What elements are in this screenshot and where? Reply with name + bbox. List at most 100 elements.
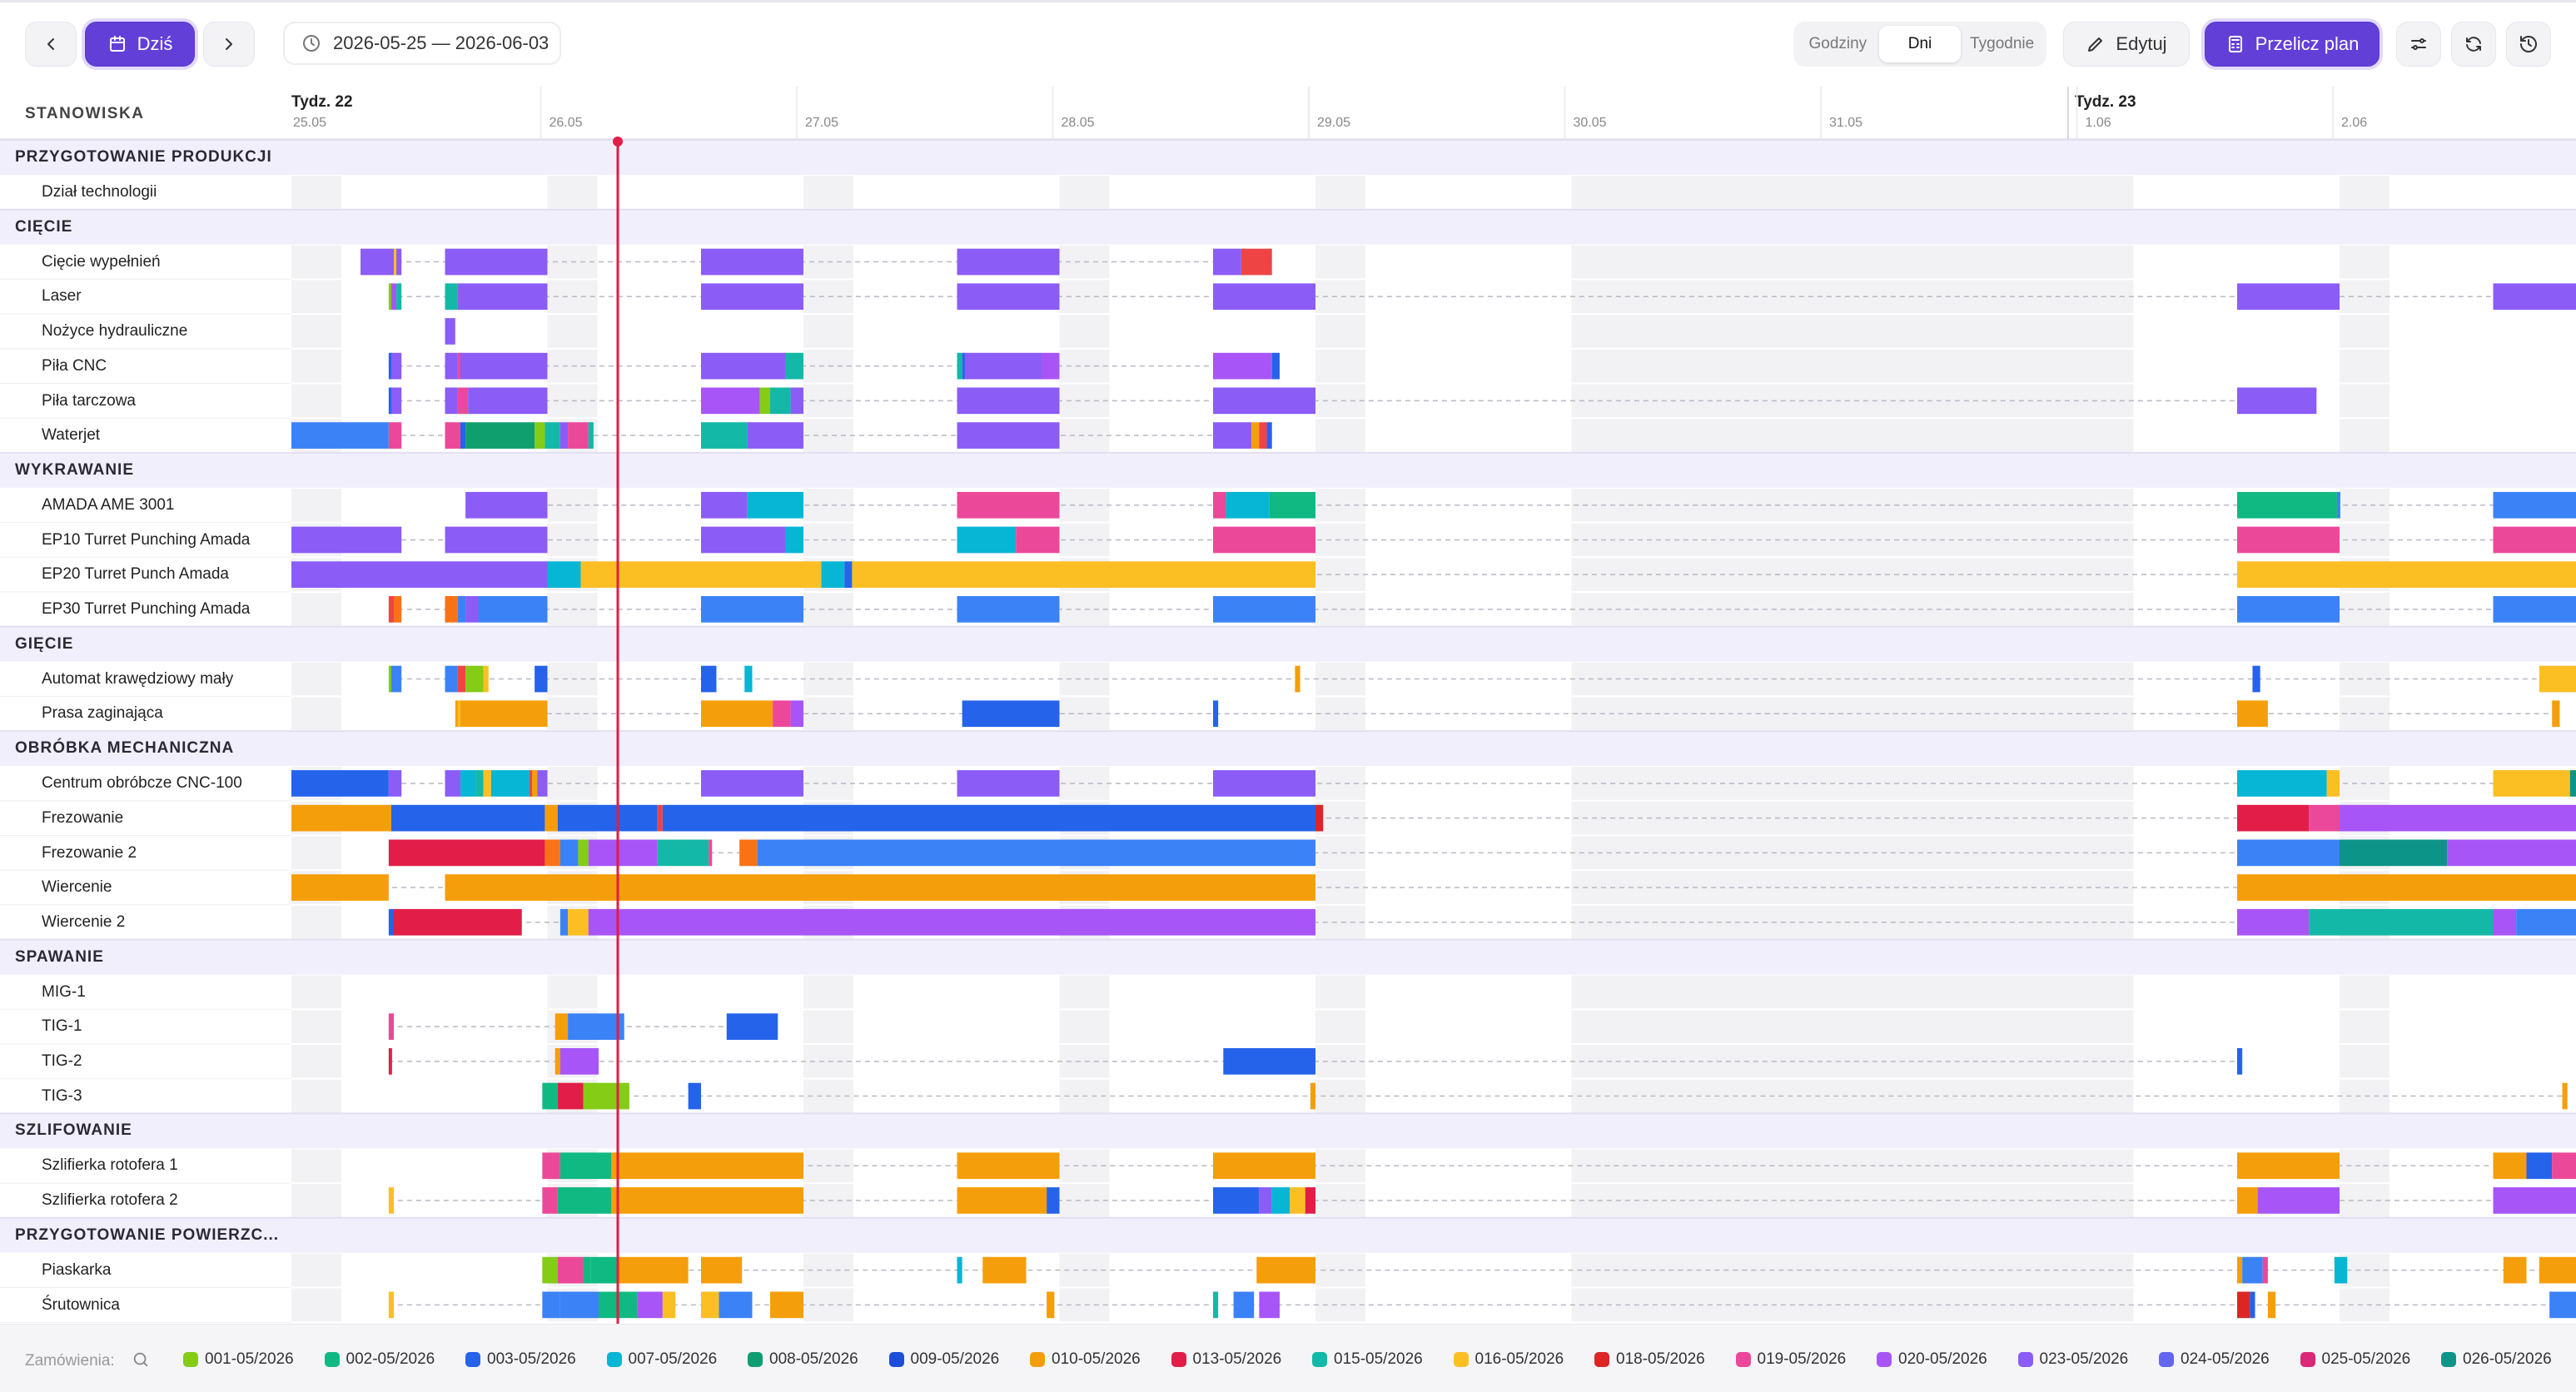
workstation-name[interactable]: Frezowanie 2 — [42, 843, 137, 862]
legend-item[interactable]: 018-05/2026 — [1594, 1350, 1705, 1369]
task-bar — [388, 1013, 394, 1040]
workstation-name[interactable]: Wiercenie — [42, 878, 112, 897]
legend-item[interactable]: 013-05/2026 — [1171, 1350, 1281, 1369]
workstation-name[interactable]: Frezowanie — [42, 808, 124, 827]
work-window — [597, 245, 803, 279]
off-shift-bg — [291, 349, 2576, 383]
workstation-name[interactable]: EP30 Turret Punching Amada — [42, 600, 251, 618]
task-bar — [688, 1082, 701, 1110]
workstation-name[interactable]: Szlifierka rotofera 2 — [42, 1191, 178, 1210]
work-window — [597, 384, 803, 418]
workstation-name[interactable]: Prasa zaginająca — [42, 704, 163, 723]
task-bar — [1305, 1187, 1315, 1214]
work-window — [597, 1045, 803, 1078]
recalculate-plan-button[interactable]: Przelicz plan — [2205, 22, 2380, 67]
legend-item[interactable]: 026-05/2026 — [2441, 1350, 2552, 1369]
work-window — [1365, 697, 1572, 731]
task-bar — [785, 526, 803, 554]
history-button[interactable] — [2506, 22, 2551, 67]
workstation-name[interactable]: EP20 Turret Punch Amada — [42, 565, 229, 584]
legend-item[interactable]: 015-05/2026 — [1312, 1350, 1423, 1369]
workstation-name[interactable]: Śrutownica — [42, 1295, 120, 1314]
legend-item[interactable]: 002-05/2026 — [324, 1350, 435, 1369]
task-bar — [957, 770, 1060, 797]
workstation-name[interactable]: Wiercenie 2 — [42, 912, 126, 931]
task-bar — [388, 422, 402, 449]
workstation-name[interactable]: AMADA AME 3001 — [42, 495, 175, 514]
task-bar — [1213, 1152, 1315, 1180]
work-window — [1365, 419, 1572, 452]
legend-item-label: 002-05/2026 — [346, 1350, 435, 1368]
task-bar — [957, 422, 1060, 449]
legend-item[interactable]: 023-05/2026 — [2017, 1350, 2128, 1369]
task-bar — [790, 387, 803, 415]
task-bar — [559, 422, 569, 449]
workstation-name[interactable]: Szlifierka rotofera 1 — [42, 1156, 178, 1175]
work-window — [597, 280, 803, 314]
work-window — [2390, 975, 2576, 1009]
workstation-name[interactable]: MIG-1 — [42, 982, 86, 1001]
refresh-button[interactable] — [2451, 22, 2496, 67]
legend-item[interactable]: 019-05/2026 — [1735, 1350, 1846, 1369]
task-bar — [390, 665, 402, 693]
workstation-name[interactable]: Piła CNC — [42, 356, 107, 375]
edit-button[interactable]: Edytuj — [2063, 22, 2190, 67]
workstation-name[interactable]: TIG-3 — [42, 1086, 82, 1105]
workstation-name[interactable]: EP10 Turret Punching Amada — [42, 530, 251, 549]
section-label: PRZYGOTOWANIE POWIERZC... — [15, 1225, 280, 1244]
legend-item[interactable]: 025-05/2026 — [2300, 1350, 2410, 1369]
workstation-name[interactable]: Cięcie wypełnień — [42, 252, 161, 271]
workstation-name[interactable]: Automat krawędziowy mały — [42, 669, 234, 688]
workstation-name[interactable]: TIG-2 — [42, 1052, 82, 1070]
work-window — [2390, 1184, 2576, 1217]
task-bar — [2340, 839, 2448, 867]
today-button[interactable]: Dziś — [85, 22, 195, 67]
work-window — [1109, 593, 1315, 626]
task-bar — [1213, 387, 1315, 415]
task-bar — [2237, 770, 2327, 797]
workstation-name[interactable]: TIG-1 — [42, 1017, 82, 1036]
view-hours[interactable]: Godziny — [1808, 35, 1867, 52]
search-icon[interactable] — [132, 1350, 150, 1369]
workstation-name[interactable]: Waterjet — [42, 426, 101, 445]
task-bar — [445, 665, 458, 693]
legend-item[interactable]: 003-05/2026 — [465, 1350, 576, 1369]
legend-item[interactable]: 009-05/2026 — [888, 1350, 999, 1369]
work-window — [341, 349, 548, 383]
work-window — [1109, 801, 1315, 835]
legend-item[interactable]: 020-05/2026 — [1877, 1350, 1987, 1369]
legend-item[interactable]: 001-05/2026 — [183, 1350, 294, 1369]
legend-item[interactable]: 008-05/2026 — [748, 1350, 858, 1369]
filter-settings-button[interactable] — [2396, 22, 2441, 67]
task-bar — [2237, 283, 2340, 311]
task-bar — [2237, 839, 2340, 867]
task-bar — [388, 665, 392, 693]
work-window — [341, 1184, 548, 1217]
legend-item[interactable]: 024-05/2026 — [2159, 1350, 2270, 1369]
workstation-name[interactable]: Centrum obróbcze CNC-100 — [42, 774, 242, 793]
workstation-name[interactable]: Dział technologii — [42, 183, 157, 201]
section-band — [0, 731, 2576, 767]
legend-item[interactable]: 010-05/2026 — [1030, 1350, 1141, 1369]
work-window — [341, 905, 548, 939]
task-bar — [1213, 770, 1315, 797]
view-weeks[interactable]: Tygodnie — [1970, 35, 2035, 52]
view-days[interactable]: Dni — [1878, 26, 1962, 62]
legend-item[interactable]: 016-05/2026 — [1453, 1350, 1564, 1369]
legend-item[interactable]: 007-05/2026 — [606, 1350, 717, 1369]
task-bar — [2336, 491, 2340, 519]
task-bar — [1213, 1291, 1219, 1319]
task-bar — [2237, 596, 2340, 623]
workstation-name[interactable]: Laser — [42, 287, 82, 306]
task-bar — [559, 839, 579, 867]
workstation-name[interactable]: Piaskarka — [42, 1260, 112, 1279]
prev-period-button[interactable] — [25, 22, 77, 67]
task-bar — [957, 491, 1060, 519]
work-window — [597, 975, 803, 1009]
workstation-name[interactable]: Nożyce hydrauliczne — [42, 322, 188, 341]
work-window — [853, 1288, 1060, 1322]
next-period-button[interactable] — [203, 22, 255, 67]
date-range-picker[interactable]: 2026-05-25 — 2026-06-03 — [283, 22, 561, 65]
workstation-name[interactable]: Piła tarczowa — [42, 391, 136, 410]
work-window — [2390, 836, 2576, 870]
